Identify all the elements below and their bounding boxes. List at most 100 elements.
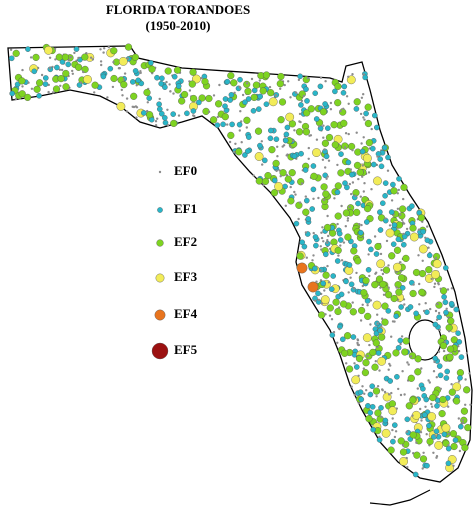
tornado-dot (255, 177, 263, 185)
tornado-dot (424, 274, 434, 283)
tornado-dot (312, 90, 319, 96)
tornado-dot (414, 368, 422, 376)
tornado-dot (178, 97, 186, 105)
tornado-dot (441, 294, 447, 300)
tornado-dot (399, 213, 402, 216)
tornado-dot (332, 298, 340, 306)
tornado-dot (374, 242, 382, 251)
tornado-dot (358, 223, 361, 226)
tornado-dot (135, 116, 138, 119)
tornado-dot (334, 189, 341, 196)
legend-marker (151, 342, 169, 360)
tornado-dot (329, 229, 337, 237)
tornado-dot (294, 91, 298, 94)
tornado-dot (382, 192, 388, 199)
tornado-dot (362, 73, 365, 76)
tornado-dot (227, 97, 233, 103)
tornado-dot (426, 252, 433, 259)
tornado-dot (377, 227, 384, 233)
tornado-dot (29, 56, 33, 59)
tornado-dot (412, 283, 415, 286)
tornado-dot (367, 391, 374, 398)
tornado-dot (300, 182, 304, 185)
tornado-dot (242, 99, 248, 105)
tornado-dot (388, 362, 391, 366)
tornado-dot (384, 217, 387, 220)
tornado-dot (233, 91, 236, 95)
tornado-dot (412, 471, 419, 478)
tornado-dot (252, 81, 261, 89)
tornado-dot (297, 217, 300, 221)
tornado-dot (111, 85, 115, 89)
tornado-dot (326, 175, 329, 178)
tornado-dot (292, 139, 295, 142)
tornado-dot (434, 434, 437, 437)
tornado-dot (394, 373, 400, 380)
tornado-dot (317, 196, 320, 200)
tornado-dot (457, 375, 463, 381)
legend-label: EF4 (174, 306, 198, 321)
tornado-dot (310, 186, 317, 193)
tornado-dot (132, 68, 139, 74)
tornado-dot (405, 456, 408, 460)
tornado-dot (424, 405, 427, 408)
tornado-dot (378, 404, 384, 411)
tornado-dot (359, 148, 366, 155)
tornado-dot (281, 145, 284, 148)
tornado-dot (79, 81, 83, 84)
tornado-dot (334, 182, 342, 190)
tornado-dot (214, 122, 221, 128)
tornado-dot (274, 182, 283, 191)
tornado-dot (355, 355, 364, 363)
tornado-dot (350, 385, 353, 388)
tornado-dot (450, 383, 453, 386)
tornado-dot (446, 288, 450, 291)
tornado-dot (340, 119, 348, 127)
tornado-dot (124, 43, 133, 51)
tornado-dot (443, 309, 449, 316)
tornado-dot (405, 402, 413, 410)
tornado-dot (285, 154, 288, 157)
tornado-dot (390, 391, 393, 395)
tornado-dot (369, 383, 376, 390)
tornado-dot (372, 300, 382, 310)
tornado-dot (54, 58, 57, 61)
tornado-dot (135, 106, 139, 109)
tornado-dot (343, 146, 347, 149)
tornado-dot (381, 318, 389, 326)
tornado-dot (376, 322, 379, 325)
tornado-dot (310, 163, 317, 169)
florida-keys (369, 489, 431, 506)
tornado-dot (284, 204, 287, 207)
tornado-dot (307, 105, 315, 113)
tornado-dot (391, 428, 394, 432)
tornado-dot (107, 65, 114, 72)
tornado-dot (355, 271, 358, 275)
tornado-dot (406, 361, 409, 364)
legend-label: EF1 (174, 201, 197, 216)
tornado-dot (21, 68, 24, 72)
tornado-dot (386, 169, 390, 172)
tornado-dot (412, 268, 421, 277)
tornado-dot (371, 363, 379, 371)
tornado-dot (330, 121, 338, 129)
tornado-dot (373, 251, 380, 257)
tornado-dot (304, 195, 307, 198)
tornado-dot (380, 416, 383, 419)
tornado-dot (65, 61, 71, 68)
tornado-dot (329, 101, 333, 105)
tornado-dot (362, 136, 365, 139)
tornado-dot (336, 341, 339, 344)
tornado-dot (409, 431, 417, 439)
tornado-dot (456, 369, 465, 377)
tornado-dot (331, 141, 339, 149)
tornado-dot (320, 295, 330, 305)
tornado-dot (346, 217, 350, 220)
tornado-dot (353, 208, 361, 217)
tornado-dot (312, 148, 321, 158)
tornado-dot (100, 63, 103, 67)
tornado-dot (362, 74, 369, 81)
tornado-dot (397, 387, 400, 391)
tornado-dot (452, 464, 455, 467)
tornado-dot (106, 96, 109, 99)
